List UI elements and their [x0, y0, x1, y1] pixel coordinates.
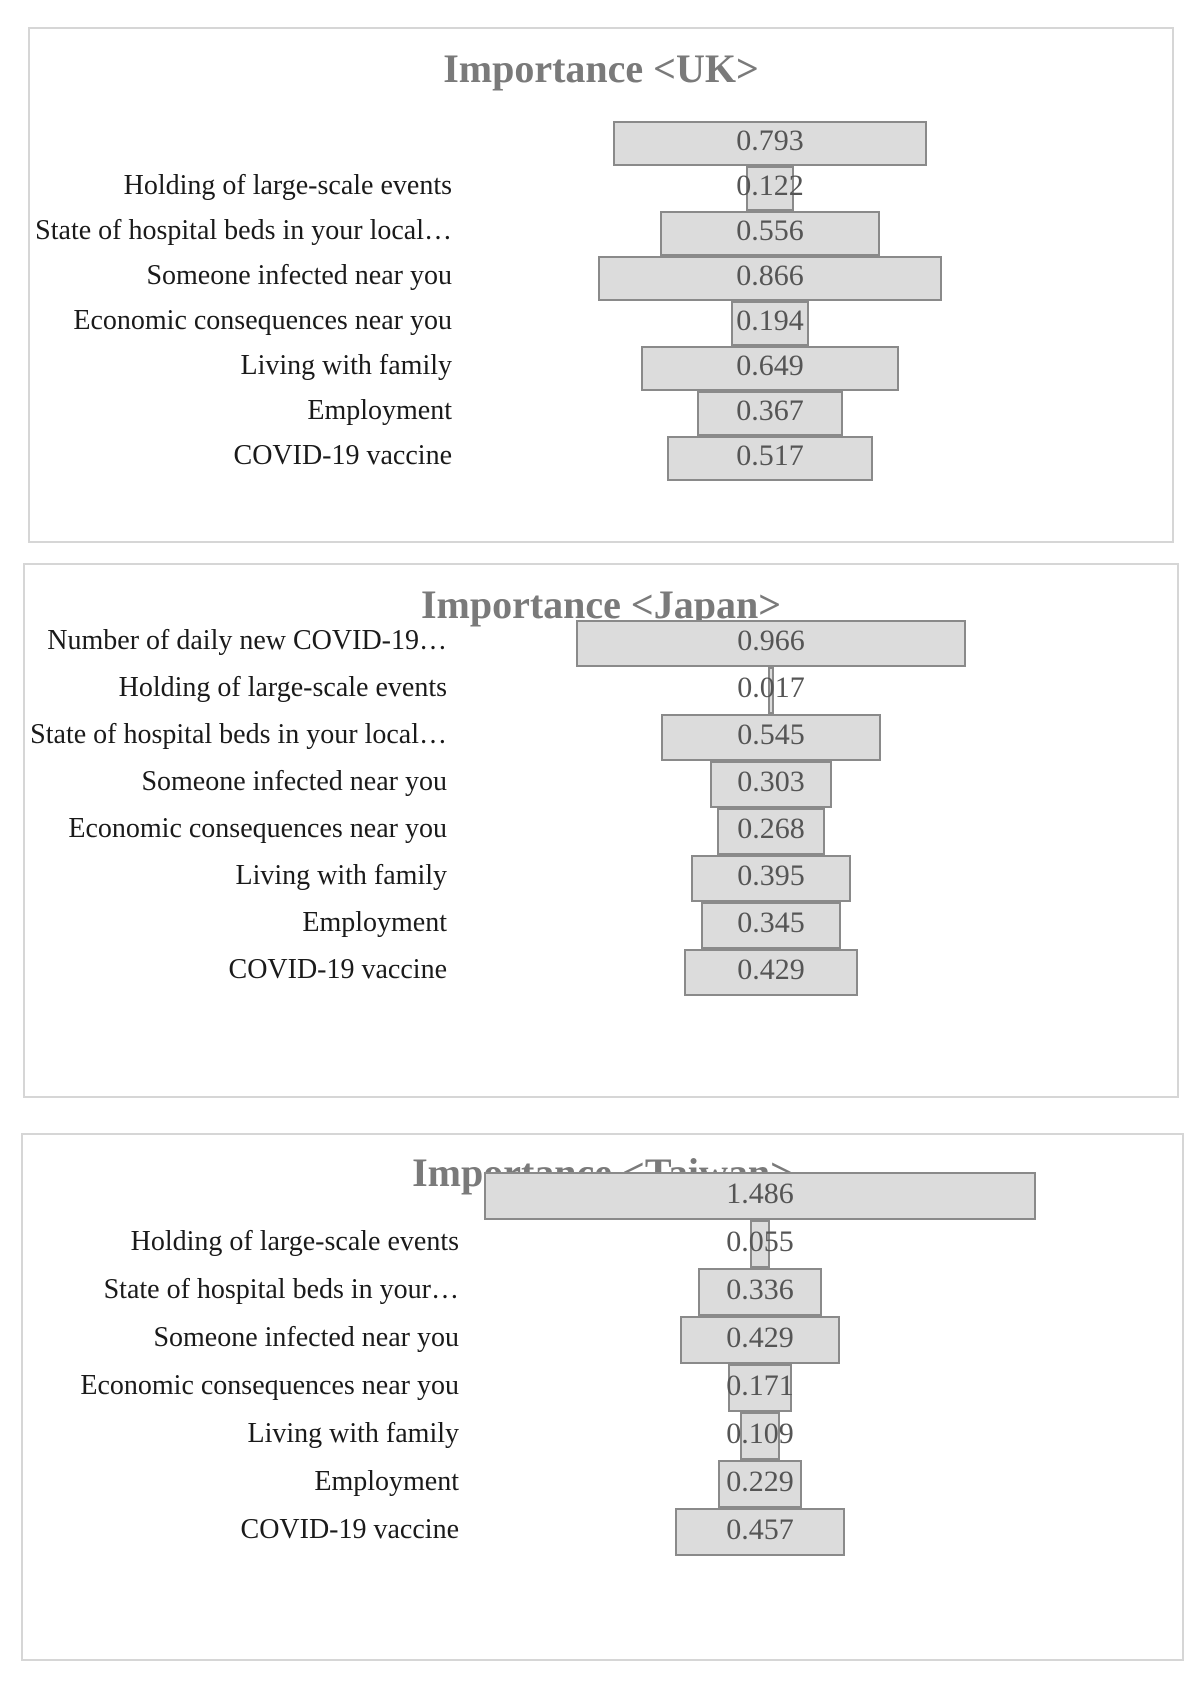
category-label: Economic consequences near you: [68, 813, 447, 844]
bar-value-label: 0.017: [737, 671, 805, 704]
bar: [728, 1364, 792, 1412]
bar-value-label: 0.649: [736, 349, 804, 382]
importance-panel-japan: Importance <Japan> 0.966 Number of daily n…: [23, 563, 1179, 1098]
category-label: COVID-19 vaccine: [233, 440, 452, 471]
bar: [484, 1172, 1036, 1220]
bar: [716, 807, 826, 855]
bar: [697, 390, 843, 436]
bar-value-label: 0.345: [737, 906, 805, 939]
bar-value-label: 0.268: [737, 812, 805, 845]
category-label: Holding of large-scale events: [118, 672, 447, 703]
category-label: Living with family: [240, 350, 452, 381]
bar: [612, 120, 928, 166]
bar: [745, 165, 795, 211]
bar-value-label: 0.055: [726, 1225, 794, 1258]
category-label: Living with family: [235, 860, 447, 891]
category-label: Economic consequences near you: [73, 305, 452, 336]
bar-value-label: 0.171: [726, 1369, 794, 1402]
chart-title: Importance <UK>: [443, 46, 759, 91]
category-label: Economic consequences near you: [80, 1370, 459, 1401]
bar: [575, 619, 967, 667]
bar: [691, 854, 851, 902]
bar-value-label: 0.793: [736, 124, 804, 157]
bar: [767, 666, 775, 714]
bar: [697, 1268, 823, 1316]
bar: [709, 760, 833, 808]
bar-value-label: 0.109: [726, 1417, 794, 1450]
bar-value-label: 0.336: [726, 1273, 794, 1306]
category-label: Employment: [302, 907, 447, 938]
bar: [684, 948, 858, 996]
category-label: Someone infected near you: [153, 1322, 459, 1353]
bar-value-label: 0.122: [736, 169, 804, 202]
bar: [680, 1316, 840, 1364]
bar-value-label: 0.303: [737, 765, 805, 798]
bar-value-label: 0.866: [736, 259, 804, 292]
bar: [701, 901, 841, 949]
category-label: Someone infected near you: [141, 766, 447, 797]
category-label: State of hospital beds in your local…: [35, 215, 452, 246]
bar: [739, 1412, 781, 1460]
category-label: Employment: [314, 1466, 459, 1497]
bar: [731, 300, 809, 346]
category-label: Employment: [307, 395, 452, 426]
category-label: Someone infected near you: [146, 260, 452, 291]
bar-value-label: 0.229: [726, 1465, 794, 1498]
category-label: State of hospital beds in your…: [103, 1274, 459, 1305]
bar-value-label: 0.966: [737, 624, 805, 657]
bar: [641, 345, 899, 391]
bar-value-label: 0.556: [736, 214, 804, 247]
bar-value-label: 0.429: [726, 1321, 794, 1354]
bar-value-label: 0.545: [737, 718, 805, 751]
category-label: Number of daily new COVID-19…: [47, 625, 447, 656]
category-label: Living with family: [247, 1418, 459, 1449]
category-label: COVID-19 vaccine: [228, 954, 447, 985]
bar: [659, 210, 881, 256]
category-label: COVID-19 vaccine: [240, 1514, 459, 1545]
bar-value-label: 0.367: [736, 394, 804, 427]
bar: [667, 435, 873, 481]
bar: [660, 713, 882, 761]
category-label: Holding of large-scale events: [123, 170, 452, 201]
bar-value-label: 0.194: [736, 304, 804, 337]
bar-value-label: 0.457: [726, 1513, 794, 1546]
importance-panel-uk: Importance <UK> 0.793 0.122 Holding of larg…: [28, 27, 1174, 543]
category-label: Holding of large-scale events: [130, 1226, 459, 1257]
category-label: State of hospital beds in your local…: [30, 719, 447, 750]
bar-value-label: 0.429: [737, 953, 805, 986]
bar: [598, 255, 942, 301]
bar-value-label: 0.395: [737, 859, 805, 892]
bar: [717, 1460, 803, 1508]
bar: [749, 1220, 771, 1268]
bar: [675, 1508, 845, 1556]
bar-value-label: 1.486: [726, 1177, 794, 1210]
bar-value-label: 0.517: [736, 439, 804, 472]
